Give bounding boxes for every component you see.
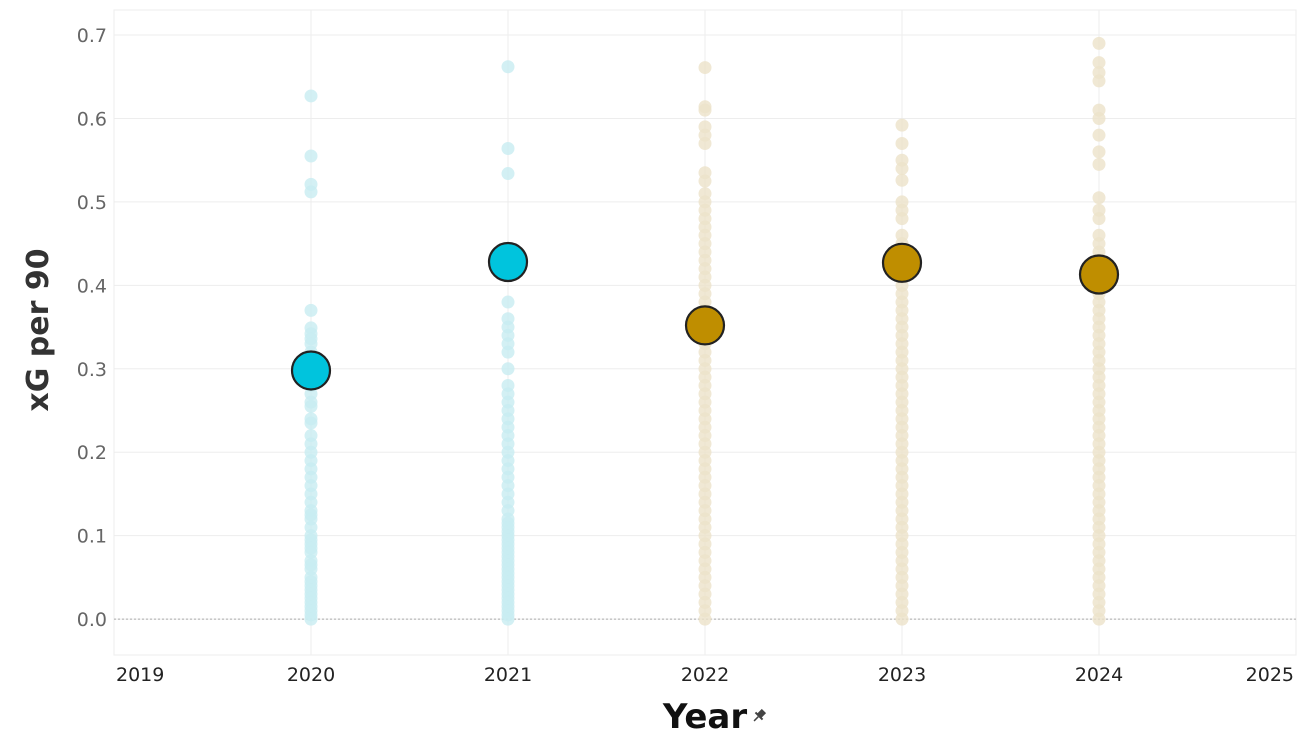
y-tick-label: 0.4: [77, 275, 107, 297]
player-point: [304, 149, 318, 163]
x-tick-label: 2019: [116, 664, 164, 686]
mean-points: [290, 241, 1120, 391]
x-tick-label: 2022: [681, 664, 729, 686]
player-point: [1092, 128, 1106, 142]
player-point: [895, 212, 909, 226]
player-point: [304, 612, 318, 626]
player-point: [501, 142, 515, 156]
x-tick-label: 2023: [878, 664, 926, 686]
player-point: [895, 173, 909, 187]
mean-point: [290, 350, 332, 391]
player-point: [1092, 191, 1106, 205]
player-point: [698, 174, 712, 188]
player-point: [698, 103, 712, 117]
y-tick-label: 0.0: [77, 609, 107, 631]
player-point: [501, 167, 515, 181]
y-tick-label: 0.3: [77, 359, 107, 381]
y-tick-label: 0.6: [77, 108, 107, 130]
player-point: [1092, 36, 1106, 50]
player-point: [1092, 612, 1106, 626]
x-tick-label: 2025: [1246, 664, 1294, 686]
y-tick-label: 0.1: [77, 526, 107, 548]
y-tick-label: 0.5: [77, 192, 107, 214]
mean-point: [881, 242, 923, 283]
player-point: [698, 61, 712, 75]
x-tick-label: 2021: [484, 664, 532, 686]
player-point: [501, 345, 515, 359]
player-point: [304, 399, 318, 413]
y-axis-ticks: 0.0 0.1 0.2 0.3 0.4 0.5 0.6 0.7: [77, 25, 107, 631]
x-axis-label: Year: [662, 697, 748, 737]
mean-point: [487, 241, 529, 283]
player-point: [1092, 145, 1106, 159]
player-point: [1092, 74, 1106, 88]
player-point: [895, 137, 909, 151]
y-tick-label: 0.7: [77, 25, 107, 47]
player-point: [1092, 157, 1106, 171]
player-point: [501, 60, 515, 74]
player-point: [501, 612, 515, 626]
player-point: [304, 303, 318, 317]
player-point: [895, 612, 909, 626]
player-point: [304, 89, 318, 103]
faint-points: [304, 36, 1106, 626]
player-point: [698, 612, 712, 626]
y-tick-label: 0.2: [77, 442, 107, 464]
player-point: [304, 185, 318, 199]
player-point: [895, 118, 909, 132]
mean-point: [1078, 254, 1120, 295]
player-point: [895, 162, 909, 176]
player-point: [698, 137, 712, 151]
player-point: [1092, 111, 1106, 125]
player-point: [501, 362, 515, 376]
x-tick-label: 2020: [287, 664, 335, 686]
mean-point: [684, 305, 726, 346]
y-axis-label: xG per 90: [21, 248, 56, 411]
player-point: [304, 416, 318, 430]
x-tick-label: 2024: [1075, 664, 1123, 686]
pin-icon[interactable]: [751, 708, 768, 725]
player-point: [501, 295, 515, 309]
player-point: [1092, 56, 1106, 70]
x-axis-ticks: 2019 2020 2021 2022 2023 2024 2025: [116, 664, 1294, 686]
player-point: [1092, 212, 1106, 226]
